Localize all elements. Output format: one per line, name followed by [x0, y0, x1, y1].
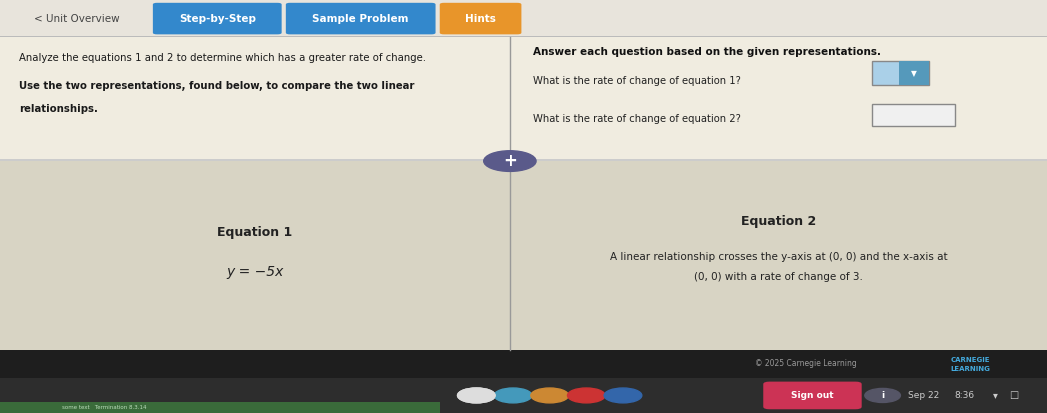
FancyBboxPatch shape — [0, 378, 1047, 413]
FancyBboxPatch shape — [872, 104, 955, 126]
Text: ▾: ▾ — [994, 390, 998, 401]
Text: © 2025 Carnegie Learning: © 2025 Carnegie Learning — [755, 359, 857, 368]
Text: Sign out: Sign out — [792, 391, 833, 400]
FancyBboxPatch shape — [0, 37, 1047, 161]
Text: LEARNING: LEARNING — [951, 366, 990, 373]
Text: CARNEGIE: CARNEGIE — [951, 358, 990, 363]
Text: (0, 0) with a rate of change of 3.: (0, 0) with a rate of change of 3. — [694, 272, 863, 282]
Circle shape — [604, 388, 642, 403]
Text: Answer each question based on the given representations.: Answer each question based on the given … — [533, 47, 881, 57]
Text: Use the two representations, found below, to compare the two linear: Use the two representations, found below… — [19, 81, 415, 90]
Circle shape — [567, 388, 605, 403]
Text: i: i — [882, 391, 884, 400]
Circle shape — [494, 388, 532, 403]
FancyBboxPatch shape — [153, 3, 282, 34]
FancyBboxPatch shape — [872, 61, 929, 85]
Text: What is the rate of change of equation 2?: What is the rate of change of equation 2… — [533, 114, 741, 123]
Text: +: + — [503, 152, 517, 170]
Text: Step-by-Step: Step-by-Step — [179, 14, 255, 24]
Text: Equation 2: Equation 2 — [741, 215, 816, 228]
Text: □: □ — [1009, 390, 1018, 401]
FancyBboxPatch shape — [763, 382, 862, 409]
FancyBboxPatch shape — [0, 402, 440, 413]
FancyBboxPatch shape — [0, 161, 1047, 350]
Text: Sep 22: Sep 22 — [908, 391, 939, 400]
Circle shape — [484, 151, 536, 171]
Text: y = −5x: y = −5x — [226, 265, 284, 279]
Text: 8:36: 8:36 — [954, 391, 975, 400]
Circle shape — [865, 388, 900, 402]
Text: Analyze the equations 1 and 2 to determine which has a greater rate of change.: Analyze the equations 1 and 2 to determi… — [19, 53, 426, 63]
Circle shape — [531, 388, 569, 403]
Text: What is the rate of change of equation 1?: What is the rate of change of equation 1… — [533, 76, 741, 86]
FancyBboxPatch shape — [440, 3, 521, 34]
Text: < Unit Overview: < Unit Overview — [34, 14, 119, 24]
Text: some text   Termination 8.3.14: some text Termination 8.3.14 — [63, 405, 147, 410]
FancyBboxPatch shape — [286, 3, 436, 34]
FancyBboxPatch shape — [0, 36, 1047, 37]
Text: Equation 1: Equation 1 — [218, 226, 292, 239]
FancyBboxPatch shape — [0, 0, 1047, 37]
FancyBboxPatch shape — [0, 350, 1047, 378]
Text: Hints: Hints — [465, 14, 496, 24]
Text: ▼: ▼ — [911, 69, 917, 78]
Circle shape — [458, 388, 495, 403]
Text: A linear relationship crosses the y-axis at (0, 0) and the x-axis at: A linear relationship crosses the y-axis… — [609, 252, 948, 261]
FancyBboxPatch shape — [899, 61, 929, 85]
FancyBboxPatch shape — [0, 159, 1047, 161]
Text: Sample Problem: Sample Problem — [312, 14, 409, 24]
Circle shape — [458, 388, 495, 403]
Text: relationships.: relationships. — [19, 104, 97, 114]
